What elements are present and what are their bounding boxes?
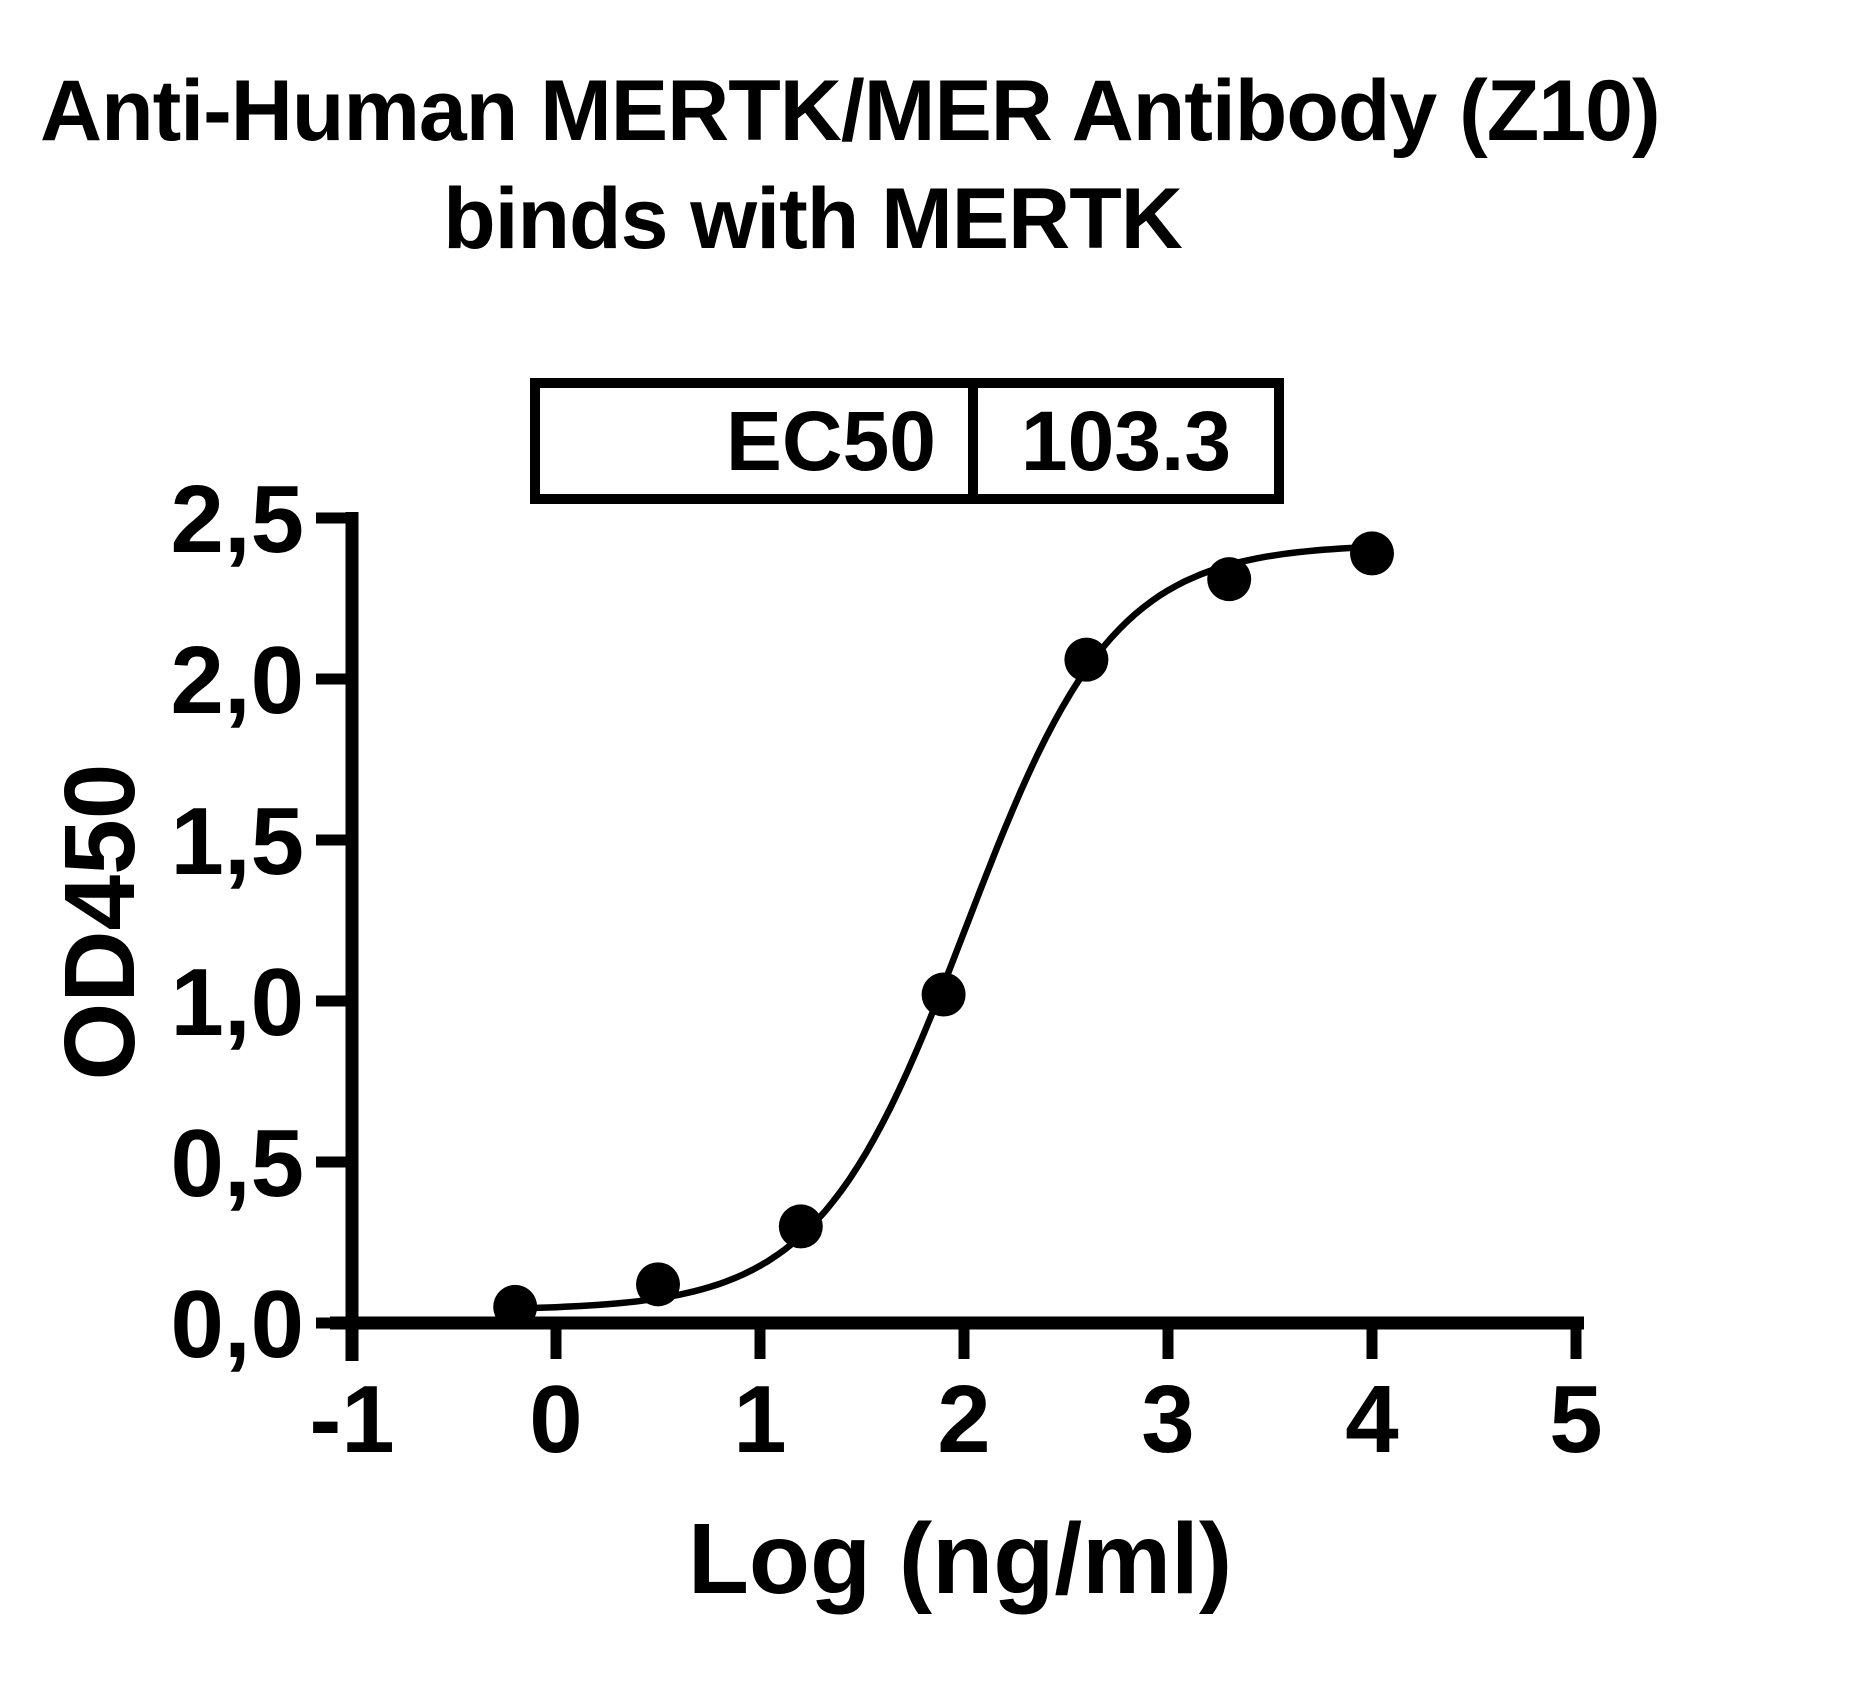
x-tick-label: 3 (1141, 1366, 1194, 1473)
x-tick-label: -1 (309, 1366, 394, 1473)
ec50-table: EC50 103.3 (530, 378, 1284, 504)
y-tick-label: 0,5 (171, 1110, 304, 1217)
chart-title-line2: binds with MERTK (443, 170, 1183, 267)
chart-title: Anti-Human MERTK/MER Antibody (Z10) bind… (40, 58, 1661, 273)
data-point (1064, 637, 1109, 682)
y-tick-label: 1,5 (171, 788, 304, 895)
x-tick-label: 0 (529, 1366, 582, 1473)
data-point (493, 1284, 538, 1329)
x-tick-label: 2 (937, 1366, 990, 1473)
data-point (921, 972, 966, 1017)
y-tick-label: 2,5 (171, 466, 304, 573)
x-tick-label: 1 (733, 1366, 786, 1473)
data-point (636, 1262, 680, 1307)
data-point (778, 1204, 823, 1249)
x-tick-label: 4 (1345, 1366, 1398, 1473)
x-axis-label: Log (ng/ml) (687, 1503, 1233, 1615)
y-tick-label: 1,0 (171, 949, 304, 1056)
x-tick-label: 5 (1549, 1366, 1602, 1473)
y-tick-label: 2,0 (171, 627, 304, 734)
data-point (1207, 557, 1252, 602)
ec50-value-cell: 103.3 (1020, 393, 1232, 488)
fit-curve (515, 543, 1373, 1312)
y-tick-label: 0,0 (171, 1271, 304, 1378)
data-point (1350, 531, 1394, 576)
ec50-label-cell: EC50 (540, 388, 978, 494)
chart-title-line1: Anti-Human MERTK/MER Antibody (Z10) (40, 63, 1661, 159)
